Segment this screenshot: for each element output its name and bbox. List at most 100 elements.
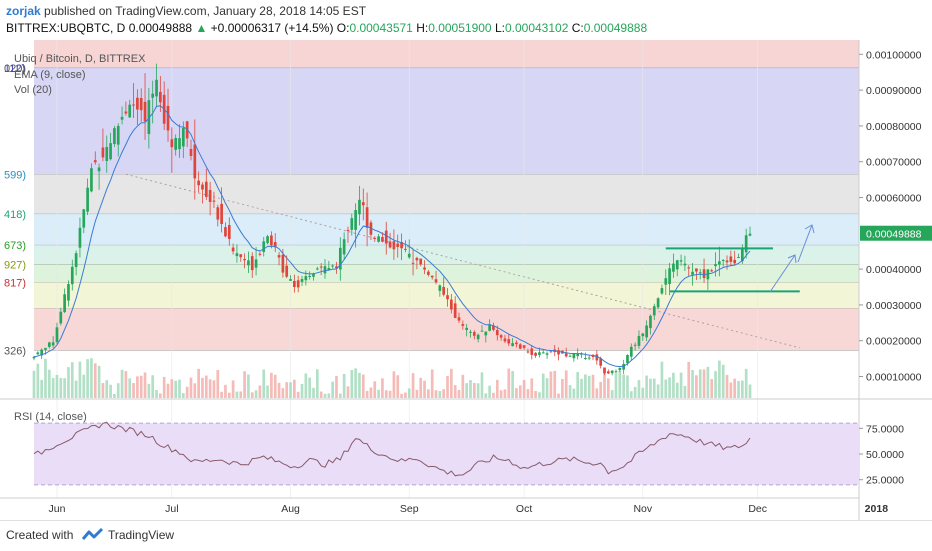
volume-bar-89 (373, 381, 377, 398)
time-tick-2: Aug (281, 503, 300, 515)
candle-186 (744, 235, 748, 253)
candle-33 (159, 91, 162, 103)
candle-158 (637, 335, 641, 346)
fib-band-2 (34, 174, 859, 214)
published-text: published on TradingView.com, January 28… (44, 4, 367, 18)
price-tick-3: 0.00070000 (866, 157, 922, 169)
volume-bar-127 (518, 385, 522, 398)
candle-117 (480, 330, 484, 332)
volume-bar-29 (143, 372, 147, 398)
volume-bar-143 (580, 378, 583, 398)
author-link[interactable]: zorjak (6, 4, 41, 18)
volume-bar-3 (44, 358, 47, 398)
candle-68 (293, 280, 296, 288)
candle-141 (572, 353, 576, 359)
fibonacci-labels: 112)020) 599) 418) 673) 927) 817) 326) (4, 63, 26, 357)
volume-bar-138 (561, 378, 564, 398)
volume-bar-18 (101, 383, 105, 398)
volume-bar-155 (626, 375, 629, 398)
volume-bar-105 (434, 390, 438, 398)
candle-30 (147, 100, 151, 135)
rsi-legend[interactable]: RSI (14, close) (14, 411, 87, 423)
price-change: +0.00006317 (+14.5%) (210, 21, 334, 35)
candle-18 (101, 147, 105, 158)
symbol-label[interactable]: BITTREX:UBQBTC, D (6, 21, 126, 35)
volume-bar-90 (377, 389, 380, 398)
volume-bar-121 (495, 379, 499, 398)
candle-168 (675, 260, 679, 270)
candle-181 (725, 260, 729, 263)
volume-bar-113 (465, 383, 469, 398)
volume-bar-108 (446, 375, 449, 398)
candle-120 (492, 325, 495, 330)
candle-153 (618, 367, 622, 370)
candle-149 (603, 367, 606, 374)
candle-42 (193, 144, 197, 179)
volume-bar-185 (741, 380, 744, 398)
volume-bar-133 (541, 373, 545, 398)
candle-92 (384, 230, 388, 244)
volume-bar-7 (59, 377, 63, 398)
candle-104 (430, 275, 434, 278)
volume-bar-128 (522, 379, 526, 398)
price-tick-2: 0.00080000 (866, 121, 922, 133)
tradingview-brand[interactable]: TradingView (108, 528, 175, 542)
projection-arrow-2[interactable] (797, 224, 813, 263)
volume-bar-50 (224, 384, 227, 398)
high-label: H: (416, 21, 429, 35)
volume-bar-98 (407, 388, 411, 398)
time-tick-1: Jul (165, 503, 178, 515)
candle-144 (584, 358, 587, 360)
candle-163 (656, 298, 660, 308)
volume-bar-151 (610, 390, 614, 398)
volume-bar-173 (695, 375, 698, 398)
tradingview-logo-icon[interactable] (82, 527, 104, 543)
vol-legend[interactable]: Vol (20) (14, 84, 52, 96)
price-tick-1: 0.00090000 (866, 85, 922, 97)
volume-bar-96 (400, 393, 403, 398)
candle-135 (549, 351, 553, 353)
candle-44 (201, 184, 204, 190)
candle-187 (748, 233, 752, 236)
volume-bar-84 (354, 368, 357, 398)
candle-112 (461, 324, 465, 326)
candle-3 (44, 347, 47, 350)
candle-178 (714, 264, 717, 267)
candle-154 (622, 363, 625, 370)
volume-bar-129 (526, 389, 530, 398)
volume-bar-148 (599, 381, 603, 398)
volume-bar-94 (392, 371, 396, 398)
candle-99 (411, 262, 415, 264)
candle-20 (109, 143, 112, 160)
candle-166 (668, 268, 671, 284)
candle-60 (262, 241, 266, 252)
volume-bar-32 (155, 389, 158, 398)
volume-bar-186 (744, 368, 748, 398)
volume-bar-178 (714, 371, 717, 398)
downtrend-line[interactable] (125, 173, 800, 349)
ema-legend[interactable]: EMA (9, close) (14, 69, 86, 81)
price-tick-6: 0.00030000 (866, 300, 922, 312)
volume-bar-166 (668, 377, 671, 398)
volume-bar-54 (239, 391, 243, 398)
candle-162 (652, 306, 656, 316)
volume-bar-142 (576, 372, 580, 398)
volume-bar-12 (78, 361, 82, 398)
candle-12 (78, 227, 82, 248)
ema-line (33, 105, 751, 368)
volume-bar-145 (587, 375, 591, 398)
candle-173 (695, 268, 698, 272)
volume-bar-124 (507, 368, 511, 398)
candle-23 (120, 116, 124, 120)
volume-bar-11 (74, 380, 78, 398)
volume-bar-101 (419, 377, 423, 398)
volume-bar-125 (511, 371, 514, 398)
price-chart[interactable]: 112)020) 599) 418) 673) 927) 817) 326) Ubiq / … (0, 40, 932, 520)
candle-113 (465, 327, 469, 331)
volume-bar-56 (247, 374, 250, 398)
volume-bar-64 (277, 382, 281, 398)
volume-bar-118 (484, 393, 488, 398)
projection-arrow-1[interactable] (769, 254, 796, 293)
volume-bar-114 (469, 380, 472, 398)
candle-82 (346, 229, 350, 231)
